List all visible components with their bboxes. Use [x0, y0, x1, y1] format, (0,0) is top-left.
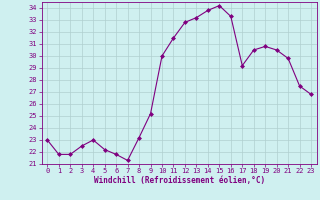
X-axis label: Windchill (Refroidissement éolien,°C): Windchill (Refroidissement éolien,°C) — [94, 176, 265, 185]
